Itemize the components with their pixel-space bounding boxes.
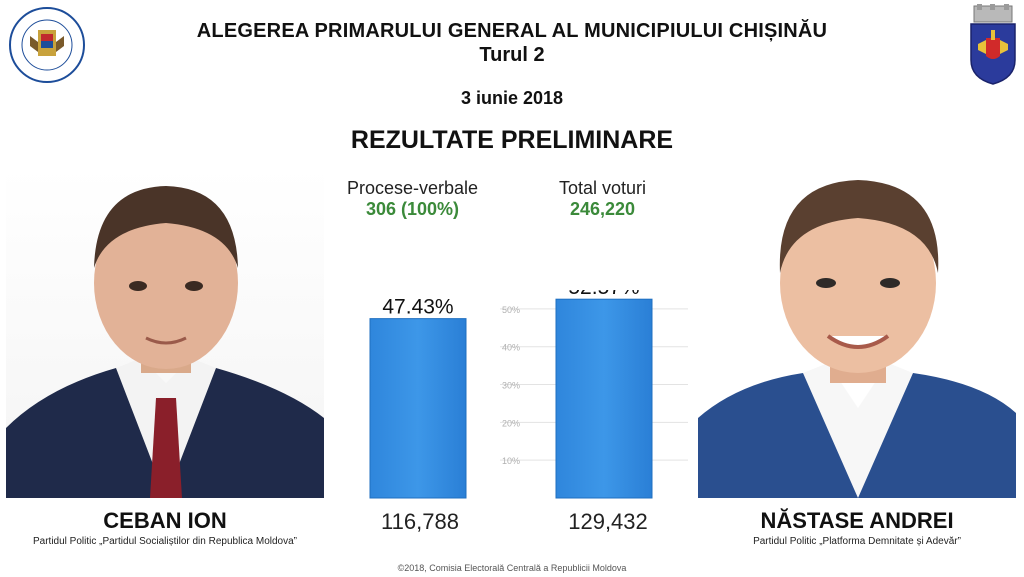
reports-stat: Procese-verbale 306 (100%): [330, 178, 495, 220]
round-label: Turul 2: [479, 44, 545, 66]
y-tick-label: 10%: [502, 456, 520, 466]
cec-logo: [8, 6, 86, 84]
y-tick-label: 50%: [502, 305, 520, 315]
results-subtitle: REZULTATE PRELIMINARE: [350, 126, 674, 154]
chisinau-coat-of-arms: [968, 4, 1018, 86]
page-title: ALEGEREA PRIMARULUI GENERAL AL MUNICIPIU…: [196, 20, 828, 42]
y-tick-label: 30%: [502, 381, 520, 391]
candidate-photo-left: [6, 168, 324, 498]
copyright-footer: ©2018, Comisia Electorală Centrală a Rep…: [397, 563, 627, 573]
election-date: 3 iunie 2018: [460, 88, 564, 108]
bar-data-label: 52.57%: [568, 290, 639, 299]
vote-count-right: 129,432: [568, 509, 648, 534]
results-bar-chart: 10% 20% 30% 40% 50% 47.43% 52.57%: [369, 290, 688, 499]
total-votes-label: Total voturi: [558, 178, 647, 198]
reports-value: 306 (100%): [365, 199, 460, 219]
y-tick-label: 40%: [502, 343, 520, 353]
reports-label: Procese-verbale: [346, 178, 479, 198]
bar-right: [555, 298, 653, 499]
candidate-party-left: Partidul Politic „Partidul Socialiștilor…: [32, 536, 297, 547]
y-tick-label: 20%: [502, 418, 520, 428]
total-votes-stat: Total voturi 246,220: [520, 178, 685, 220]
candidate-name-left: CEBAN ION: [103, 508, 227, 533]
candidate-party-right: Partidul Politic „Platforma Demnitate și…: [753, 536, 961, 547]
bar-left: [369, 318, 467, 499]
candidate-name-right: NĂSTASE ANDREI: [760, 508, 954, 533]
bar-data-label: 47.43%: [382, 296, 453, 319]
vote-count-left: 116,788: [381, 509, 459, 534]
candidate-photo-right: [698, 168, 1016, 498]
total-votes-value: 246,220: [569, 199, 636, 219]
